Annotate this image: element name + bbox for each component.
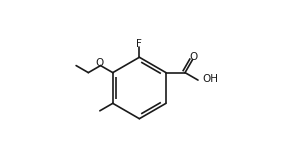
- Text: OH: OH: [203, 74, 219, 84]
- Text: F: F: [136, 39, 142, 49]
- Text: O: O: [190, 52, 198, 62]
- Text: O: O: [95, 58, 104, 68]
